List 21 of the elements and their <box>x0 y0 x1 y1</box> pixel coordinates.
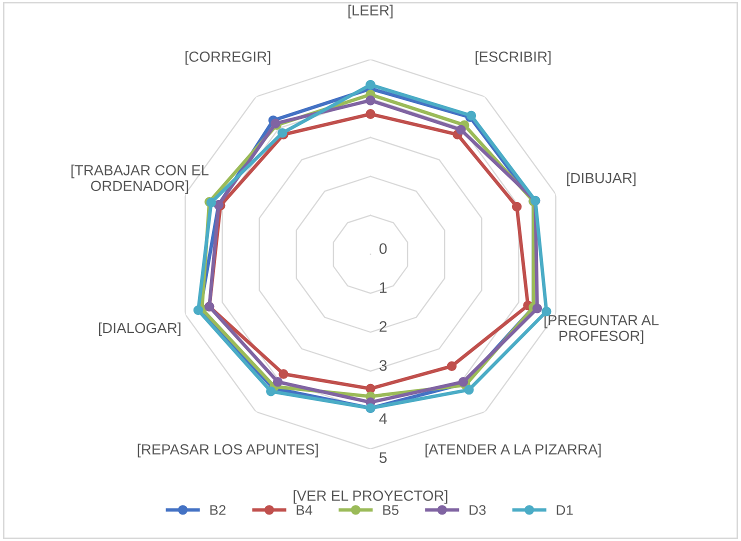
spoke-label: [ATENDER A LA PIZARRA] <box>426 444 601 458</box>
y-tick-label: 3 <box>379 360 387 371</box>
y-tick-label: 1 <box>380 282 387 293</box>
y-tick-label: 0 <box>379 243 387 254</box>
spoke-label: [PREGUNTAR AL PROFESOR] <box>544 314 659 344</box>
y-tick-label: 5 <box>379 452 387 464</box>
legend-label: D1 <box>556 505 573 515</box>
spoke-label: [DIBUJAR] <box>567 172 636 186</box>
spoke-label: [LEER] <box>348 4 393 18</box>
y-tick-label: 2 <box>380 321 387 332</box>
spoke-label: [ESCRIBIR] <box>476 51 551 65</box>
legend-label: B5 <box>383 505 398 515</box>
legend-label: B2 <box>210 505 226 515</box>
spoke-label: [DIALOGAR] <box>99 322 180 336</box>
legend-label: D3 <box>470 505 486 515</box>
spoke-label: [REPASAR LOS APUNTES] <box>138 444 318 458</box>
y-tick-label: 4 <box>379 413 387 424</box>
spoke-label: [TRABAJAR CON EL ORDENADOR] <box>71 164 208 194</box>
spoke-label: [VER EL PROYECTOR] <box>294 490 448 504</box>
legend-label: B4 <box>296 505 312 515</box>
spoke-label: [CORREGIR] <box>186 51 270 65</box>
